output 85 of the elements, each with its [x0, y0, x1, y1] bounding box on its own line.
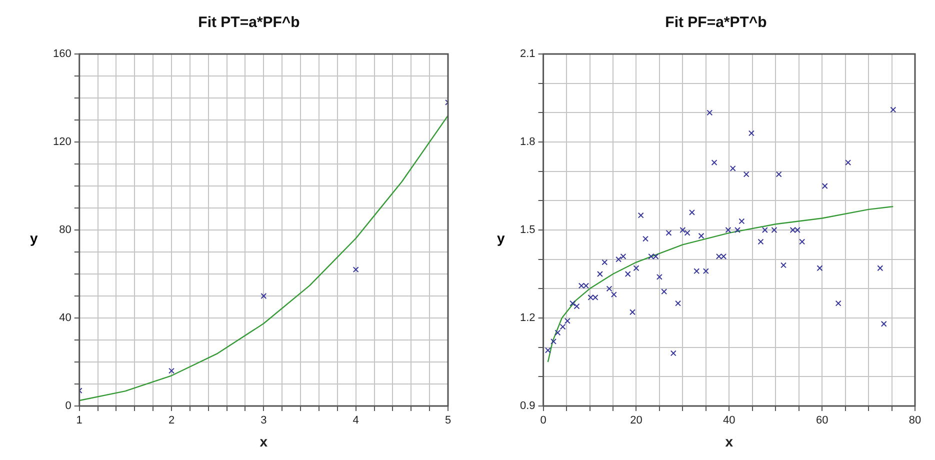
point	[624, 271, 631, 277]
point	[642, 236, 648, 242]
y-tick-label: 1.2	[520, 312, 536, 324]
point	[698, 232, 704, 239]
point	[616, 256, 622, 262]
point	[694, 268, 700, 274]
point	[606, 286, 612, 292]
y-tick-label: 40	[59, 312, 72, 324]
point	[748, 130, 754, 136]
y-axis-title: y	[497, 230, 505, 246]
x-tick-label: 40	[723, 414, 736, 427]
point	[652, 253, 659, 260]
point	[730, 165, 736, 172]
point	[720, 253, 727, 260]
point	[560, 324, 566, 330]
point	[711, 160, 718, 166]
point	[554, 330, 561, 336]
y-tick-label: 1.5	[520, 224, 536, 236]
point	[725, 227, 732, 233]
point	[780, 262, 786, 268]
point	[574, 303, 580, 310]
point	[822, 183, 828, 189]
point	[620, 253, 626, 260]
point	[771, 227, 778, 233]
point	[550, 338, 556, 344]
x-tick-label: 80	[908, 414, 922, 427]
y-tick-label: 80	[59, 224, 72, 236]
point	[352, 266, 359, 273]
x-axis-title: x	[725, 433, 734, 450]
point	[570, 300, 576, 306]
point	[835, 300, 842, 306]
point	[670, 350, 676, 356]
point	[610, 292, 617, 298]
x-tick-label: 5	[444, 414, 452, 427]
y-tick-label: 160	[52, 48, 72, 60]
point	[790, 227, 796, 233]
x-tick-label: 0	[540, 414, 546, 427]
point	[684, 230, 690, 236]
x-tick-label: 1	[76, 414, 82, 427]
y-axis-title: y	[30, 230, 38, 246]
point	[845, 160, 852, 166]
point	[638, 212, 644, 218]
chart-title: Fit PF=a*PT^b	[665, 14, 767, 32]
point	[168, 368, 174, 374]
point	[656, 274, 662, 280]
x-tick-label: 2	[168, 414, 175, 427]
point	[734, 227, 740, 233]
point	[680, 227, 686, 233]
point	[762, 227, 768, 233]
point	[633, 265, 640, 272]
point	[738, 218, 745, 224]
point	[583, 282, 590, 289]
point	[716, 253, 722, 260]
point	[602, 259, 608, 266]
point	[675, 300, 682, 306]
y-tick-label: 1.8	[520, 136, 536, 148]
point	[776, 171, 782, 178]
point	[702, 268, 709, 274]
chart-title: Fit PT=a*PF^b	[198, 14, 300, 32]
point	[890, 106, 896, 113]
point	[743, 171, 750, 178]
y-tick-label: 120	[52, 136, 72, 148]
point	[661, 288, 668, 295]
point	[689, 209, 695, 216]
point	[816, 265, 823, 272]
point	[666, 230, 672, 236]
y-tick-label: 2.1	[520, 48, 536, 60]
x-tick-label: 4	[352, 414, 359, 427]
point	[578, 282, 584, 289]
point	[799, 238, 806, 245]
x-tick-label: 20	[630, 414, 642, 427]
point	[880, 320, 887, 327]
x-tick-label: 60	[816, 414, 828, 427]
point	[630, 309, 636, 316]
point	[877, 265, 884, 272]
point	[260, 293, 267, 299]
point	[564, 318, 570, 324]
point	[597, 271, 603, 277]
x-axis-title: x	[260, 433, 268, 450]
x-tick-label: 3	[260, 414, 267, 427]
point	[706, 110, 713, 116]
y-tick-label: 0	[65, 400, 72, 412]
point	[544, 347, 551, 354]
point	[758, 238, 764, 245]
y-tick-label: 0.9	[520, 400, 536, 412]
